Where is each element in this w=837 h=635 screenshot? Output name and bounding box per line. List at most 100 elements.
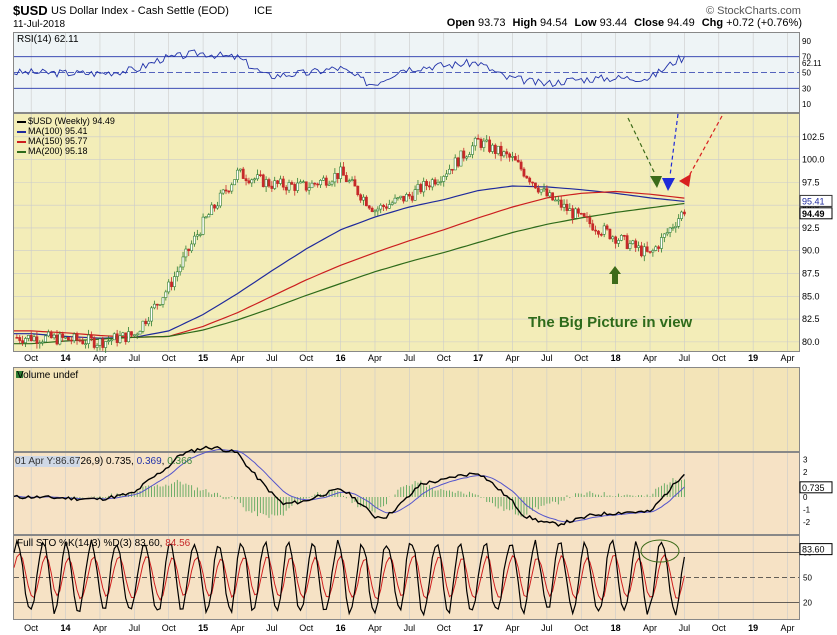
price-tag-box	[799, 207, 833, 220]
arrow-up-body	[612, 274, 618, 284]
candle-body	[367, 205, 371, 209]
candle-body	[634, 240, 638, 248]
x-tick-label: Jul	[679, 353, 691, 363]
x-tick-label-bottom: Oct	[437, 623, 452, 633]
x-tick-label-bottom: Apr	[230, 623, 244, 633]
candle-body	[38, 342, 42, 344]
candle-body	[267, 179, 271, 187]
candle-body	[170, 281, 173, 288]
candle-body	[135, 333, 139, 336]
candle-body	[61, 333, 65, 338]
y-tick-label: 82.5	[802, 314, 820, 324]
x-tick-label-bottom: Oct	[299, 623, 314, 633]
x-tick-label-bottom: Oct	[24, 623, 39, 633]
candle-body	[439, 181, 443, 183]
candle-body	[565, 203, 569, 211]
candle-body	[393, 197, 397, 204]
x-tick-label-bottom: 14	[61, 623, 71, 633]
macd-hist-value: 0.366	[167, 456, 193, 467]
candle-body	[230, 184, 234, 192]
candle-body	[72, 333, 76, 342]
candle-body	[296, 182, 300, 191]
x-tick-label: Oct	[712, 353, 727, 363]
y-tick-label: 80.0	[802, 337, 820, 347]
legend-entry: MA(100) 95.41	[17, 126, 115, 136]
candle-body	[422, 181, 426, 193]
candle-body	[373, 210, 377, 213]
quote-close: Close 94.49	[634, 17, 695, 29]
price-panel	[13, 113, 800, 352]
candle-body	[347, 180, 351, 183]
x-tick-label: 18	[611, 353, 621, 363]
candle-body	[519, 161, 523, 170]
candle-body	[55, 334, 59, 345]
chart-date: 11-Jul-2018	[13, 19, 66, 30]
candle-body	[428, 185, 431, 188]
y-tick-label: 97.5	[802, 177, 820, 187]
candle-body	[585, 216, 589, 218]
candle-body	[410, 195, 414, 201]
candle-body	[473, 137, 477, 147]
x-tick-label-bottom: Apr	[368, 623, 382, 633]
price-tag-last: 94.49	[802, 209, 825, 219]
volume-icon	[16, 371, 23, 378]
candle-body	[327, 183, 331, 186]
macd-tick-label: 2	[803, 468, 808, 477]
candle-body	[425, 181, 428, 187]
x-tick-label-bottom: Apr	[93, 623, 107, 633]
candle-body	[132, 334, 136, 337]
candle-body	[579, 212, 583, 215]
x-tick-label: Apr	[230, 353, 244, 363]
candle-body	[141, 320, 145, 332]
x-tick-label: Oct	[299, 353, 314, 363]
candle-body	[511, 156, 514, 158]
candle-body	[26, 335, 30, 339]
candle-body	[333, 173, 337, 183]
candle-body	[101, 338, 105, 348]
candle-body	[448, 168, 451, 175]
legend-swatch	[17, 150, 26, 153]
x-tick-label: 15	[198, 353, 208, 363]
candle-body	[554, 199, 557, 202]
rsi-label-text: RSI(14) 62.11	[17, 34, 79, 45]
candle-body	[290, 182, 294, 185]
macd-tick-label: 0	[803, 493, 808, 502]
volume-background	[14, 368, 799, 451]
candle-body	[173, 276, 176, 288]
candle-body	[470, 145, 474, 155]
candle-body	[150, 307, 153, 322]
candle-body	[49, 331, 53, 339]
candle-body	[301, 181, 305, 184]
macd-signal-value: 0.369	[136, 456, 162, 467]
candle-body	[462, 150, 466, 159]
candle-body	[536, 187, 540, 193]
candle-body	[665, 232, 669, 235]
brand-logo: © StockCharts.com	[706, 5, 801, 17]
candle-body	[313, 182, 317, 185]
candle-body	[336, 173, 340, 179]
candle-body	[221, 189, 225, 194]
macd-label: 01 Apr Y:86.6726,9) 0.735, 0.369, 0.366	[15, 456, 193, 467]
candle-body	[213, 204, 216, 209]
candle-body	[376, 208, 380, 212]
candle-body	[413, 189, 417, 201]
y-tick-label: 92.5	[802, 223, 820, 233]
arrow-green-head	[650, 176, 662, 188]
sto-tick-label: 50	[803, 574, 812, 583]
candle-body	[58, 333, 62, 345]
candle-body	[445, 173, 449, 177]
quote-chg: Chg +0.72 (+0.76%)	[701, 17, 802, 29]
candle-body	[539, 189, 543, 193]
candle-body	[41, 341, 45, 344]
x-tick-label: Apr	[505, 353, 519, 363]
candle-body	[654, 246, 658, 251]
candle-body	[304, 181, 308, 191]
sto-label: Full STO %K(14,3) %D(3) 83.60, 84.56	[17, 538, 191, 549]
candle-body	[548, 192, 552, 197]
candle-body	[602, 225, 606, 235]
candle-body	[281, 178, 285, 188]
candle-body	[342, 166, 345, 176]
x-tick-label: 17	[473, 353, 483, 363]
candle-body	[175, 271, 179, 277]
candle-body	[459, 150, 463, 167]
